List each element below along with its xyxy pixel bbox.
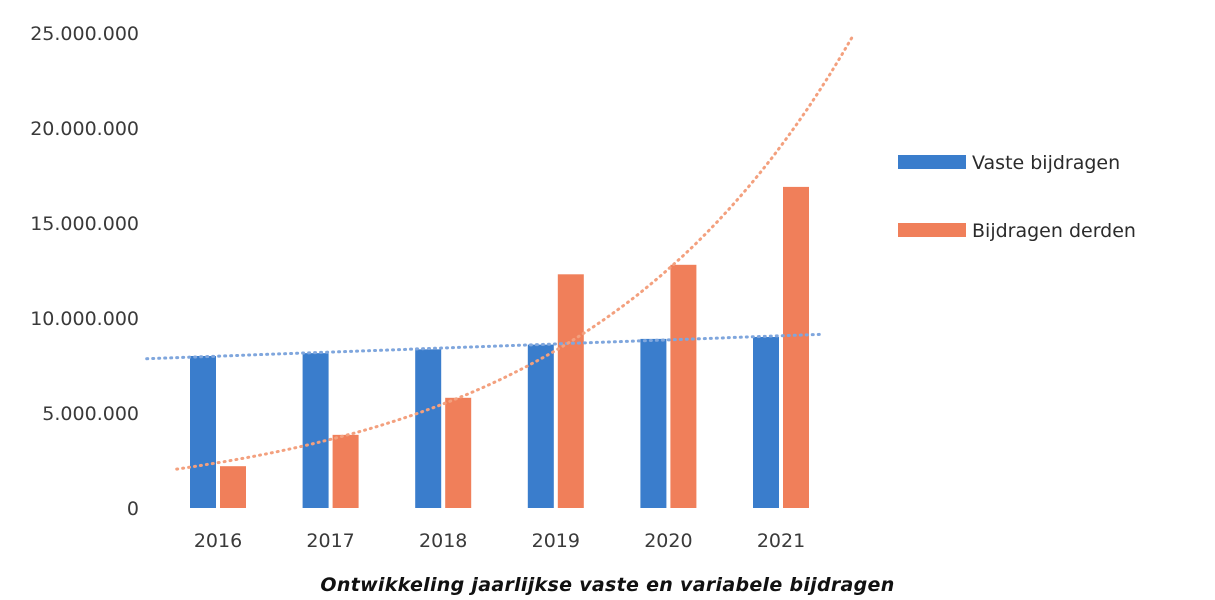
bar-vaste-bijdragen-2017 [302, 353, 329, 508]
bar-vaste-bijdragen-2018 [415, 349, 442, 508]
x-tick-label: 2017 [306, 530, 354, 552]
legend-swatch-bijdragen-derden [898, 223, 966, 237]
legend: Vaste bijdragen Bijdragen derden [898, 152, 1136, 242]
trendline-vaste-bijdragen [145, 332, 824, 361]
bar-chart: 0 5.000.000 10.000.000 15.000.000 20.000.000… [30, 23, 1136, 552]
x-tick-label: 2021 [757, 530, 805, 552]
y-tick-label: 25.000.000 [30, 23, 139, 45]
bar-bijdragen-derden-2018 [445, 397, 472, 508]
legend-swatch-vaste-bijdragen [898, 155, 966, 169]
bar-vaste-bijdragen-2020 [640, 338, 667, 508]
bar-bijdragen-derden-2021 [783, 186, 809, 508]
legend-label-bijdragen-derden: Bijdragen derden [972, 220, 1136, 242]
y-tick-label: 10.000.000 [30, 308, 139, 330]
bar-bijdragen-derden-2019 [557, 274, 584, 508]
trendlines [145, 35, 854, 471]
bar-bijdragen-derden-2020 [670, 264, 697, 508]
y-tick-label: 20.000.000 [30, 118, 139, 140]
y-tick-label: 5.000.000 [42, 403, 139, 425]
legend-label-vaste-bijdragen: Vaste bijdragen [972, 152, 1120, 174]
bar-bijdragen-derden-2017 [332, 434, 359, 508]
y-tick-label: 0 [127, 498, 139, 520]
x-tick-label: 2016 [194, 530, 242, 552]
x-tick-label: 2020 [644, 530, 692, 552]
y-axis: 0 5.000.000 10.000.000 15.000.000 20.000.000… [30, 23, 139, 520]
chart-caption: Ontwikkeling jaarlijkse vaste en variabe… [320, 574, 895, 596]
bar-vaste-bijdragen-2021 [753, 337, 779, 508]
x-tick-label: 2018 [419, 530, 467, 552]
trendline-bijdragen-derden [175, 35, 854, 471]
x-axis: 2016 2017 2018 2019 2020 2021 [194, 530, 805, 552]
bar-vaste-bijdragen-2019 [527, 344, 554, 508]
y-tick-label: 15.000.000 [30, 213, 139, 235]
bar-bijdragen-derden-2016 [220, 466, 246, 508]
bars [190, 186, 809, 508]
bar-vaste-bijdragen-2016 [190, 356, 216, 508]
x-tick-label: 2019 [532, 530, 580, 552]
